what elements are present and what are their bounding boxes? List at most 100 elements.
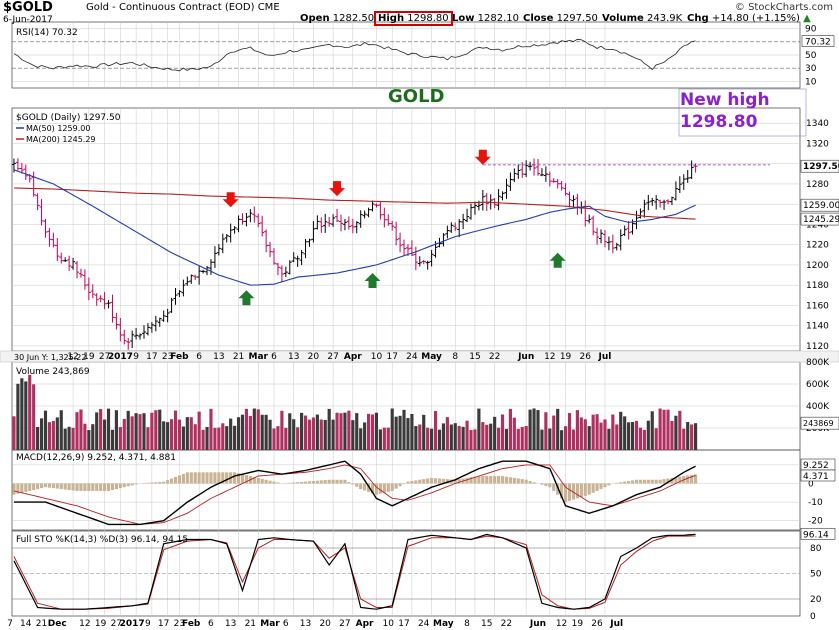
volume-bar xyxy=(445,417,449,450)
x-tick-label-bottom: 7 xyxy=(7,619,13,629)
ohlc-bar xyxy=(346,216,351,230)
volume-bar xyxy=(225,426,229,450)
volume-bar xyxy=(426,427,430,450)
x-tick-label-bottom: May xyxy=(433,619,454,629)
macd-histogram-bar xyxy=(524,479,528,484)
ohlc-bar xyxy=(646,194,651,211)
ohlc-bar xyxy=(23,164,28,180)
ohlc-bar xyxy=(141,325,146,339)
ohlc-bar xyxy=(228,223,233,243)
x-tick-label-bottom: 22 xyxy=(501,619,512,629)
volume-bar xyxy=(682,428,686,450)
macd-histogram-bar xyxy=(162,481,166,484)
volume-bar xyxy=(71,427,75,450)
x-tick-label-bottom: 14 xyxy=(20,619,32,629)
ohlc-bar xyxy=(508,172,513,191)
price-tick-label: 1340 xyxy=(806,119,829,129)
volume-bar xyxy=(244,408,249,450)
macd-histogram-bar xyxy=(433,478,438,484)
x-tick-label: 17 xyxy=(386,352,397,362)
volume-title: Volume 243,869 xyxy=(16,367,90,377)
macd-histogram-bar xyxy=(512,477,516,484)
ohlc-bar xyxy=(575,193,580,215)
volume-bar xyxy=(134,413,138,450)
rsi-tick-label: 90 xyxy=(805,25,817,35)
ohlc-bar xyxy=(666,199,671,205)
macd-histogram-bar xyxy=(99,483,103,491)
volume-bar xyxy=(24,381,28,450)
volume-bar xyxy=(142,413,146,450)
ohlc-bar xyxy=(145,323,150,336)
x-tick-label: Mar xyxy=(249,352,269,362)
ohlc-bar xyxy=(338,214,343,232)
ohlc-bar xyxy=(520,162,525,178)
x-tick-label: 27 xyxy=(327,352,338,362)
volume-bar xyxy=(67,426,71,450)
x-tick-label: 24 xyxy=(406,352,418,362)
x-tick-label: 6 xyxy=(196,352,202,362)
volume-bar xyxy=(532,408,536,450)
macd-histogram-bar xyxy=(264,479,268,484)
ohlc-bar xyxy=(15,158,20,171)
volume-bar xyxy=(122,418,126,450)
ohlc-bar xyxy=(248,209,253,223)
volume-bar xyxy=(615,424,619,450)
macd-histogram-bar xyxy=(398,483,402,487)
macd-histogram-bar xyxy=(374,483,379,495)
ohlc-bar xyxy=(67,255,72,271)
ohlc-bar xyxy=(71,257,76,270)
ohlc-bar xyxy=(535,159,540,176)
volume-bar xyxy=(587,426,591,450)
macd-histogram-bar xyxy=(134,483,138,485)
macd-histogram-bar xyxy=(256,477,260,484)
ohlc-bar xyxy=(358,210,363,228)
ohlc-bar xyxy=(583,200,588,227)
macd-histogram-bar xyxy=(213,472,217,484)
macd-histogram-bar xyxy=(43,483,48,488)
contract-description: Gold - Continuous Contract (EOD) xyxy=(86,2,255,13)
volume-bar xyxy=(540,429,544,450)
macd-histogram-bar xyxy=(130,483,134,486)
ohlc-bar xyxy=(323,213,328,233)
volume-bar xyxy=(654,428,658,450)
volume-bar xyxy=(75,412,79,450)
panel-frame-price xyxy=(11,107,801,352)
macd-histogram-bar xyxy=(548,483,552,488)
ohlc-bar xyxy=(224,233,229,243)
green-up-arrow-icon xyxy=(549,252,566,268)
x-tick-label-bottom: 19 xyxy=(95,619,107,629)
ma200-line xyxy=(13,187,696,220)
ohlc-bar xyxy=(606,236,611,251)
volume-bar xyxy=(114,410,118,450)
x-tick-label-bottom: 27 xyxy=(111,619,122,629)
volume-bar xyxy=(189,417,193,450)
volume-tick-label: 800K xyxy=(806,358,830,368)
macd-histogram-bar xyxy=(221,472,225,484)
x-tick-label-bottom: 10 xyxy=(382,619,394,629)
volume-bar xyxy=(173,410,178,450)
volume-bar xyxy=(583,419,587,450)
macd-histogram-bar xyxy=(382,483,386,493)
volume-bar xyxy=(47,422,52,450)
volume-bar xyxy=(28,374,32,450)
volume-bar xyxy=(370,414,375,450)
close-value: 1297.50 xyxy=(556,13,598,24)
macd-histogram-bar xyxy=(292,482,296,484)
volume-bar xyxy=(268,419,272,450)
volume-bar xyxy=(181,426,185,450)
volume-bar xyxy=(552,415,556,450)
macd-histogram-bar xyxy=(630,480,635,484)
macd-histogram-bar xyxy=(623,481,627,484)
macd-histogram-bar xyxy=(173,476,178,484)
macd-histogram-bar xyxy=(366,483,371,492)
volume-bar xyxy=(296,427,300,450)
x-tick-label-bottom: 8 xyxy=(464,619,470,629)
volume-bar xyxy=(12,416,16,450)
ohlc-bar xyxy=(283,266,288,278)
ohlc-bar xyxy=(197,266,202,285)
macd-histogram-bar xyxy=(28,483,32,491)
volume-label: Volume xyxy=(602,13,644,24)
macd-histogram-bar xyxy=(694,474,698,484)
ohlc-bar xyxy=(94,293,99,306)
